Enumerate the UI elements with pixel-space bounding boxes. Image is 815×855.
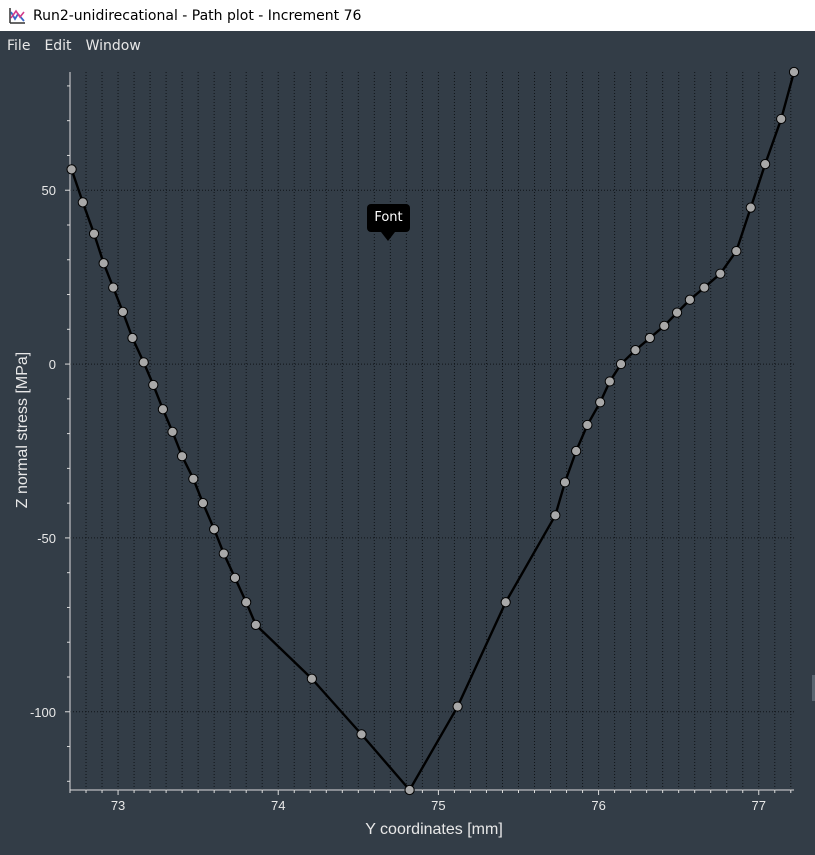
data-point	[209, 524, 220, 535]
tick-labels: 73 74 75 76 77 50 0 -50 -100	[30, 183, 766, 813]
data-point	[715, 268, 726, 279]
plot-grid	[69, 72, 794, 790]
data-point	[615, 358, 627, 370]
x-tick-label: 76	[591, 798, 605, 813]
data-point	[582, 419, 593, 431]
x-tick-label: 75	[431, 798, 445, 813]
data-point	[77, 197, 88, 208]
window-title: Run2-unidirecational - Path plot - Incre…	[33, 7, 362, 24]
series-line	[70, 71, 796, 792]
data-point	[500, 597, 511, 608]
menu-bar: File Edit Window	[0, 31, 815, 60]
data-point	[188, 473, 199, 484]
data-point	[229, 572, 241, 584]
menu-edit[interactable]: Edit	[44, 37, 72, 54]
y-tick-label: 0	[49, 357, 56, 372]
data-point	[250, 619, 261, 630]
data-point	[117, 306, 128, 318]
menu-file[interactable]: File	[7, 37, 31, 54]
data-point	[241, 597, 252, 608]
data-point	[788, 66, 800, 78]
data-point	[404, 784, 415, 796]
data-point	[127, 332, 138, 344]
axis-ticks	[65, 85, 792, 795]
data-point	[671, 307, 683, 318]
data-point	[644, 332, 655, 344]
data-point	[659, 320, 670, 331]
font-tooltip: Font	[367, 204, 410, 241]
x-tick-label: 74	[271, 798, 285, 813]
y-tick-label: -50	[37, 531, 56, 546]
data-point	[148, 379, 159, 391]
title-bar: Run2-unidirecational - Path plot - Incre…	[0, 0, 815, 31]
data-point	[760, 159, 771, 170]
data-point	[745, 202, 756, 213]
data-point	[452, 701, 463, 712]
resize-handle[interactable]	[812, 675, 815, 701]
data-point	[157, 404, 168, 415]
x-tick-label: 73	[111, 798, 125, 813]
data-point	[88, 228, 100, 239]
y-tick-label: 50	[42, 183, 56, 198]
data-point	[108, 282, 119, 293]
data-point	[684, 294, 695, 305]
data-point	[699, 282, 710, 293]
data-point	[559, 477, 571, 488]
series-markers	[66, 66, 800, 796]
data-point	[138, 357, 149, 368]
y-tick-label: -100	[30, 705, 56, 720]
data-point	[776, 113, 787, 125]
data-point	[177, 451, 188, 462]
x-tick-label: 77	[752, 798, 766, 813]
data-point	[306, 673, 317, 684]
data-point	[595, 397, 606, 408]
y-axis-label: Z normal stress [MPa]	[14, 352, 31, 508]
menu-window[interactable]: Window	[85, 37, 141, 54]
data-point	[571, 445, 582, 457]
x-axis-label: Y coordinates [mm]	[365, 821, 503, 838]
data-point	[731, 245, 742, 257]
data-point	[197, 498, 209, 509]
data-point	[550, 510, 561, 521]
data-point	[356, 729, 367, 740]
path-plot-app-icon	[8, 7, 26, 24]
data-point	[604, 376, 615, 387]
data-point	[630, 345, 641, 356]
data-point	[218, 548, 229, 559]
data-point	[167, 426, 178, 437]
data-point	[98, 258, 109, 269]
data-point	[66, 164, 77, 175]
